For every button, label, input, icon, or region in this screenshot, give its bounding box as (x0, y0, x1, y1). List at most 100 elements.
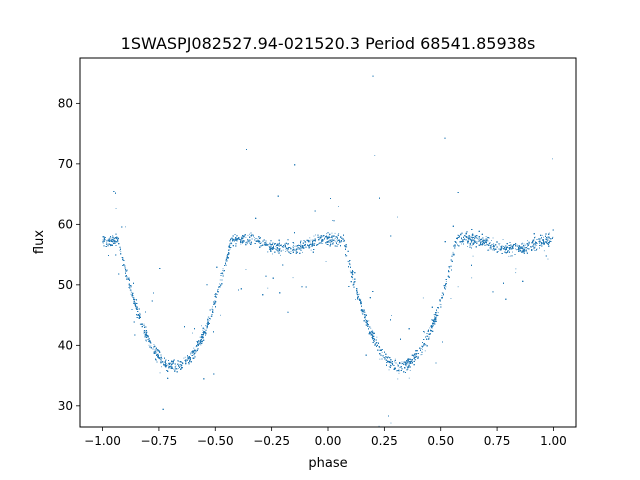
data-point (324, 236, 326, 238)
data-point (249, 242, 251, 244)
data-point (247, 243, 248, 245)
data-point (516, 249, 518, 250)
data-point (225, 263, 226, 265)
data-point (499, 243, 501, 244)
data-point (205, 325, 206, 327)
data-point (310, 239, 312, 241)
data-point (222, 273, 224, 275)
data-point (149, 342, 151, 344)
data-point (348, 262, 350, 264)
data-point (300, 245, 301, 247)
data-point (199, 336, 201, 338)
data-point (308, 239, 309, 241)
data-point (492, 249, 493, 251)
data-point (439, 303, 441, 305)
data-point (254, 240, 256, 241)
data-point (364, 311, 366, 313)
data-point (445, 281, 447, 282)
data-point (130, 293, 132, 295)
data-point (467, 246, 468, 247)
data-point (340, 236, 342, 237)
data-point (521, 242, 523, 244)
data-point (231, 243, 233, 245)
data-point (240, 236, 242, 238)
data-point (510, 255, 511, 257)
data-point (282, 249, 284, 251)
data-point (295, 245, 297, 247)
data-point (486, 236, 488, 238)
data-point (489, 247, 491, 249)
data-point (468, 239, 470, 241)
data-point (513, 247, 514, 249)
data-point (420, 354, 422, 356)
data-point (225, 259, 227, 261)
data-point (168, 363, 169, 364)
data-point (102, 242, 104, 244)
data-point (463, 240, 465, 242)
data-point (268, 243, 270, 245)
data-point (343, 239, 345, 241)
data-point (509, 247, 511, 248)
data-point (318, 238, 320, 240)
data-point (219, 283, 220, 285)
data-point (399, 366, 401, 368)
data-point (397, 363, 399, 365)
data-point (314, 242, 316, 244)
data-point (424, 350, 426, 352)
data-point (308, 246, 309, 248)
data-point (206, 323, 208, 325)
data-point (425, 344, 426, 346)
data-point (519, 246, 521, 248)
data-point (277, 251, 279, 253)
data-point (510, 245, 512, 247)
data-point (334, 238, 336, 239)
data-point (326, 233, 327, 235)
data-point (370, 333, 371, 335)
data-point (491, 240, 492, 241)
data-point (415, 355, 417, 357)
data-point (325, 261, 327, 262)
data-point (284, 243, 286, 245)
data-point (379, 347, 381, 349)
data-point (335, 241, 337, 243)
data-point (321, 236, 323, 238)
data-point (312, 242, 314, 243)
data-point (112, 235, 114, 237)
data-point (294, 249, 296, 251)
data-point (225, 260, 227, 262)
data-point (160, 357, 162, 359)
data-point (312, 245, 314, 246)
data-point (526, 247, 528, 249)
data-point (351, 276, 353, 278)
data-point (390, 365, 392, 367)
data-point (470, 242, 472, 244)
data-point (485, 238, 487, 240)
data-point (181, 362, 183, 363)
data-point (546, 233, 547, 235)
data-point (300, 244, 302, 246)
data-point (271, 247, 273, 249)
data-point (206, 332, 207, 334)
data-point (250, 235, 251, 237)
data-point (299, 247, 301, 249)
data-point (449, 267, 451, 269)
data-point (515, 248, 516, 250)
data-point (392, 364, 394, 366)
data-point (120, 251, 122, 253)
data-point (232, 239, 234, 241)
data-point (299, 245, 301, 246)
data-point (492, 237, 494, 239)
data-point (192, 332, 193, 334)
data-point (423, 332, 425, 334)
data-point (296, 246, 298, 247)
data-point (174, 369, 176, 371)
data-point (475, 241, 477, 242)
data-point (309, 237, 311, 239)
data-point (174, 368, 176, 370)
data-point (493, 243, 495, 245)
data-point (272, 247, 273, 248)
data-point (193, 352, 195, 354)
data-point (433, 325, 434, 327)
